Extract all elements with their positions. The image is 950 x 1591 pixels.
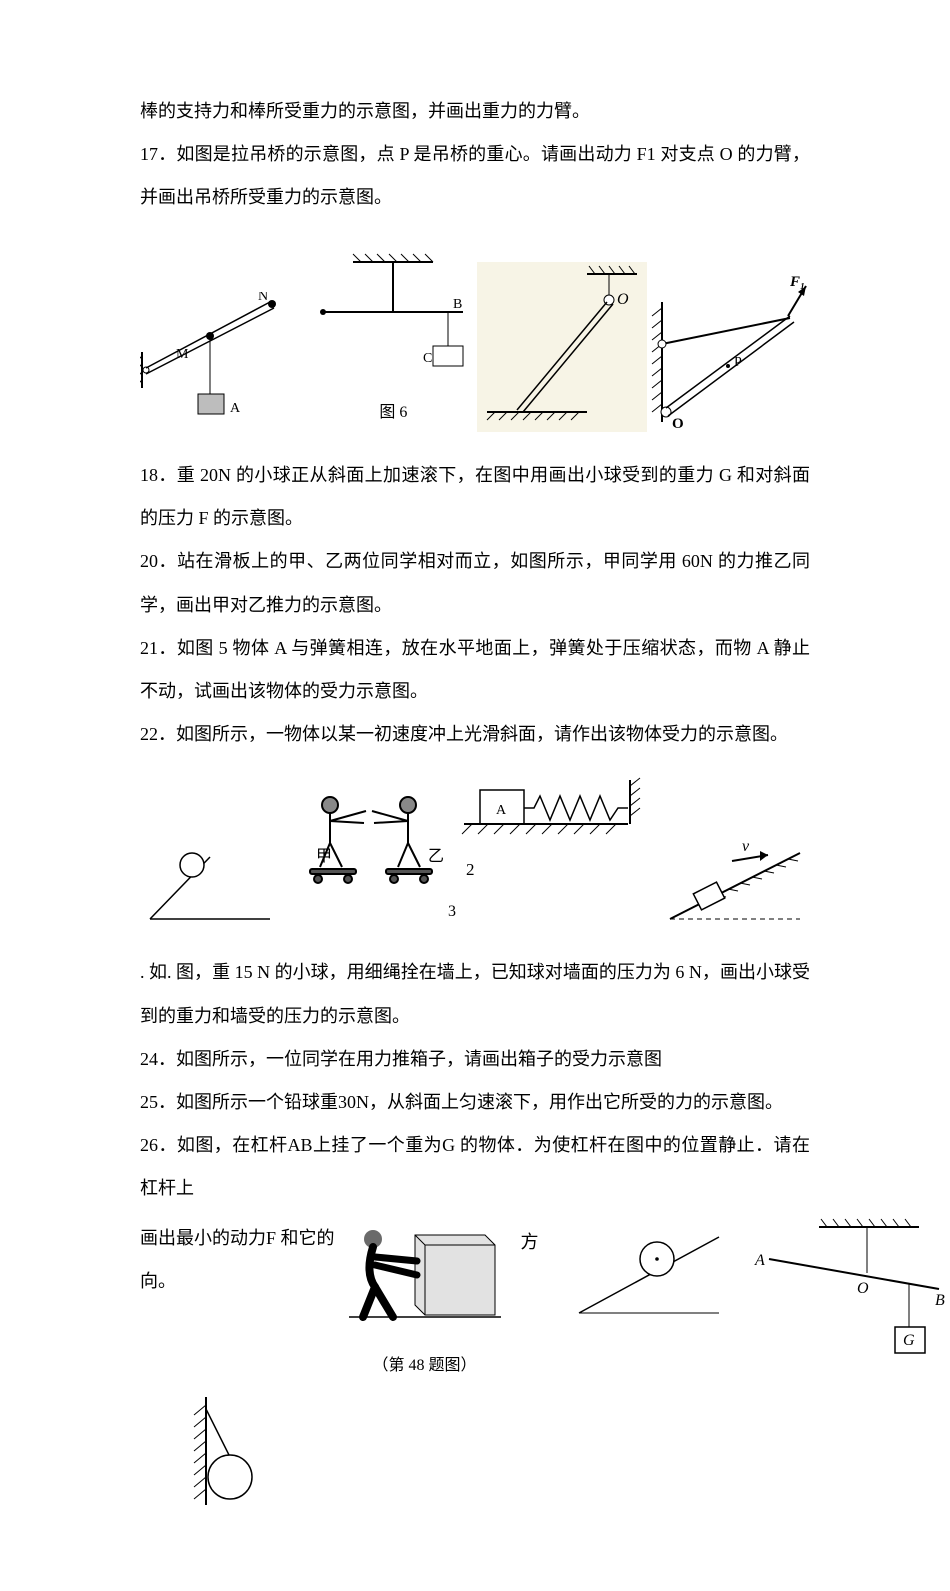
fig-smooth-incline: ν: [660, 841, 810, 931]
label-b: B: [453, 297, 462, 312]
fig-lever-mna: N M A: [140, 292, 290, 432]
paragraph-0: 棒的支持力和棒所受重力的示意图，并画出重力的力臂。: [140, 90, 810, 133]
label-f1: F₁: [789, 274, 805, 290]
fig-spring-block: A 2: [460, 770, 660, 931]
paragraph-22: 22．如图所示，一物体以某一初速度冲上光滑斜面，请作出该物体受力的示意图。: [140, 713, 810, 756]
fig-ball-incline2: [569, 1217, 729, 1327]
fig-ball-wall: [180, 1391, 290, 1511]
fig-drawbridge: O P F₁: [650, 272, 810, 432]
fig-num2: 2: [466, 850, 475, 891]
label-p: P: [734, 355, 742, 370]
label-block-a: A: [496, 803, 507, 818]
paragraph-23: . 如. 图，重 15 N 的小球，用细绳拴在墙上，已知球对墙面的压力为 6 N…: [140, 951, 810, 1037]
fig-inclined-rod: O: [477, 262, 647, 432]
label-yi: 乙: [428, 848, 444, 865]
row-26: 画出最小的动力F 和它的 向。 （第 48 题图） 方: [140, 1217, 810, 1386]
label-a: A: [230, 401, 241, 416]
label-n: N: [258, 292, 268, 304]
figure-row-2: 甲 乙 3 A 2: [140, 770, 810, 931]
figure-row-bottom: [140, 1391, 810, 1511]
label-v: ν: [742, 841, 750, 855]
fig-6: B C 图 6: [313, 250, 473, 432]
fig-push-box: （第 48 题图）: [345, 1217, 505, 1386]
label-m: M: [176, 347, 189, 362]
fig-num3: 3: [280, 893, 460, 931]
label-o2: O: [672, 416, 684, 432]
paragraph-24: 24．如图所示，一位同学在用力推箱子，请画出箱子的受力示意图: [140, 1038, 810, 1081]
paragraph-25: 25．如图所示一个铅球重30N，从斜面上匀速滚下，用作出它所受的力的示意图。: [140, 1081, 810, 1124]
lever-g: G: [903, 1332, 915, 1349]
lever-o: O: [857, 1280, 869, 1297]
paragraph-26c: 方: [521, 1221, 539, 1264]
paragraph-21: 21．如图 5 物体 A 与弹簧相连，放在水平地面上，弹簧处于压缩状态，而物 A…: [140, 627, 810, 713]
lever-a: A: [754, 1252, 765, 1269]
label-jia: 甲: [316, 848, 332, 865]
fig48-caption: （第 48 题图）: [345, 1347, 505, 1385]
paragraph-20: 20．站在滑板上的甲、乙两位同学相对而立，如图所示，甲同学用 60N 的力推乙同…: [140, 540, 810, 626]
fig-skateboard: 甲 乙 3: [280, 789, 460, 931]
fig-ball-incline: [140, 841, 280, 931]
figure-row-1: N M A B C 图 6: [140, 250, 810, 432]
paragraph-26d: 向。: [140, 1260, 335, 1303]
lever-b: B: [935, 1292, 945, 1309]
fig6-caption: 图 6: [313, 394, 473, 432]
fig-lever-abg: O A B G: [749, 1217, 949, 1367]
paragraph-18: 18．重 20N 的小球正从斜面上加速滚下，在图中用画出小球受到的重力 G 和对…: [140, 454, 810, 540]
paragraph-26b: 画出最小的动力F 和它的: [140, 1217, 335, 1260]
paragraph-17: 17．如图是拉吊桥的示意图，点 P 是吊桥的重心。请画出动力 F1 对支点 O …: [140, 133, 810, 219]
label-o: O: [617, 291, 629, 308]
label-c: C: [423, 351, 432, 366]
paragraph-26a: 26．如图，在杠杆AB上挂了一个重为G 的物体．为使杠杆在图中的位置静止．请在杠…: [140, 1124, 810, 1210]
